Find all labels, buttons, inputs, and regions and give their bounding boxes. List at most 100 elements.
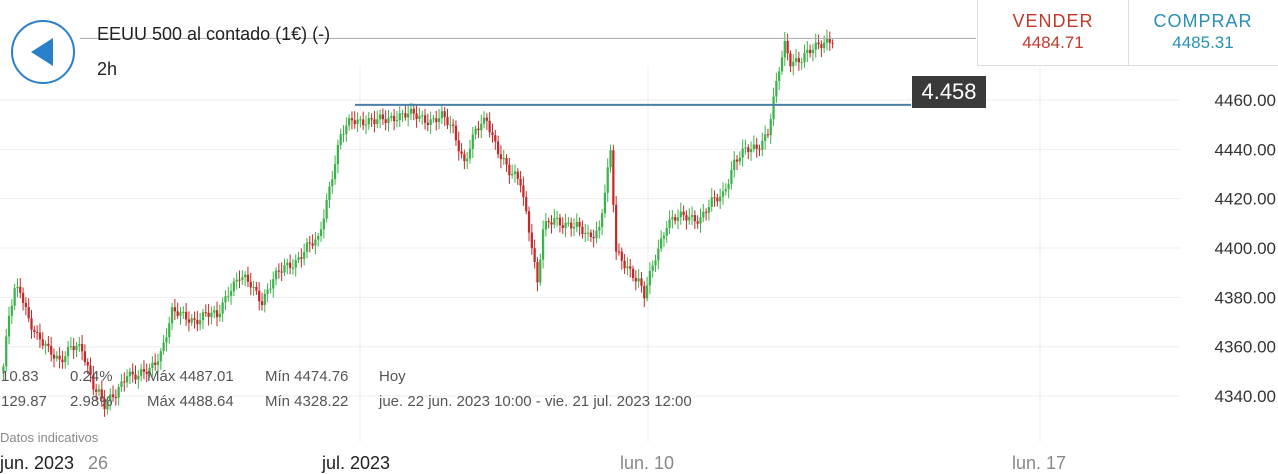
candle (435, 118, 438, 123)
timeframe-selector[interactable]: 2h (97, 59, 118, 79)
candle (117, 386, 120, 398)
candle (314, 239, 317, 246)
candle (764, 134, 767, 141)
sell-button[interactable]: VENDER 4484.71 (978, 0, 1129, 65)
candle (317, 236, 320, 240)
candle (21, 292, 25, 303)
candle (255, 286, 258, 291)
candle (38, 332, 42, 340)
candle (660, 238, 663, 249)
candle (41, 339, 44, 346)
candle (311, 243, 314, 246)
candle (749, 149, 753, 153)
candle (437, 118, 441, 123)
candle (173, 307, 176, 312)
candle (744, 147, 747, 149)
candle (381, 114, 384, 120)
candle (193, 318, 196, 320)
candle (244, 274, 247, 278)
candle (204, 312, 207, 314)
candle (75, 345, 78, 351)
x-tick-label: lun. 10 (620, 453, 674, 473)
candle (353, 120, 356, 125)
candle (283, 265, 286, 273)
candle (348, 118, 351, 126)
candle (303, 251, 306, 259)
candle (274, 270, 278, 280)
candle (755, 144, 758, 149)
range-period: jue. 22 jun. 2023 10:00 - vie. 21 jul. 2… (379, 393, 692, 410)
candle (491, 132, 494, 136)
candle (783, 41, 786, 58)
candle (814, 42, 817, 50)
candle (688, 216, 691, 221)
candle (58, 355, 61, 360)
candle (831, 42, 834, 44)
candle (707, 207, 711, 213)
candle (100, 389, 103, 399)
candle (218, 313, 221, 318)
candle (570, 222, 573, 229)
candle (367, 118, 370, 125)
buy-button[interactable]: COMPRAR 4485.31 (1128, 0, 1278, 65)
candle (716, 197, 719, 202)
candle (786, 41, 789, 54)
candle (460, 151, 463, 155)
candle (232, 281, 236, 292)
candle (778, 71, 781, 82)
candle (125, 376, 129, 383)
candle (640, 278, 643, 286)
candle (170, 307, 174, 324)
candle (50, 345, 53, 355)
candle (584, 233, 587, 235)
candle (294, 260, 297, 268)
candle (339, 134, 342, 145)
trade-panel: VENDER 4484.71 COMPRAR 4485.31 (977, 0, 1278, 66)
candle (792, 61, 795, 67)
candle (300, 257, 303, 259)
candle (769, 119, 772, 136)
candle (24, 302, 28, 308)
candle (362, 119, 365, 126)
candle (421, 115, 424, 117)
candle (109, 394, 112, 402)
candle (221, 302, 224, 314)
candle (64, 356, 67, 363)
x-tick-label: jun. 2023 (0, 453, 74, 473)
candle (395, 120, 399, 122)
candle (713, 197, 716, 199)
back-button[interactable] (11, 20, 75, 84)
candle (44, 343, 47, 346)
candle (702, 211, 705, 218)
sell-label: VENDER (1012, 11, 1094, 31)
candle (66, 346, 70, 357)
candle (446, 117, 449, 125)
candle (800, 62, 803, 64)
candle (297, 257, 300, 261)
candle (229, 291, 233, 296)
candle (536, 262, 539, 283)
candle (111, 394, 115, 398)
candle (114, 397, 117, 399)
candle (710, 197, 713, 208)
candle (508, 164, 511, 176)
candle (623, 260, 626, 269)
candle (95, 389, 98, 392)
level-badge[interactable]: 4.458 (912, 76, 986, 108)
candle (615, 204, 618, 252)
candle (319, 229, 323, 237)
candle (766, 134, 770, 136)
candle (564, 222, 567, 229)
candle (55, 355, 58, 359)
candle (598, 227, 601, 231)
candle (190, 318, 193, 323)
candle (159, 351, 162, 362)
candle (123, 381, 126, 383)
candle (789, 53, 792, 67)
candle (370, 118, 373, 120)
candle (511, 173, 514, 176)
candle (345, 125, 348, 135)
candle (550, 222, 553, 225)
candle (474, 128, 477, 135)
